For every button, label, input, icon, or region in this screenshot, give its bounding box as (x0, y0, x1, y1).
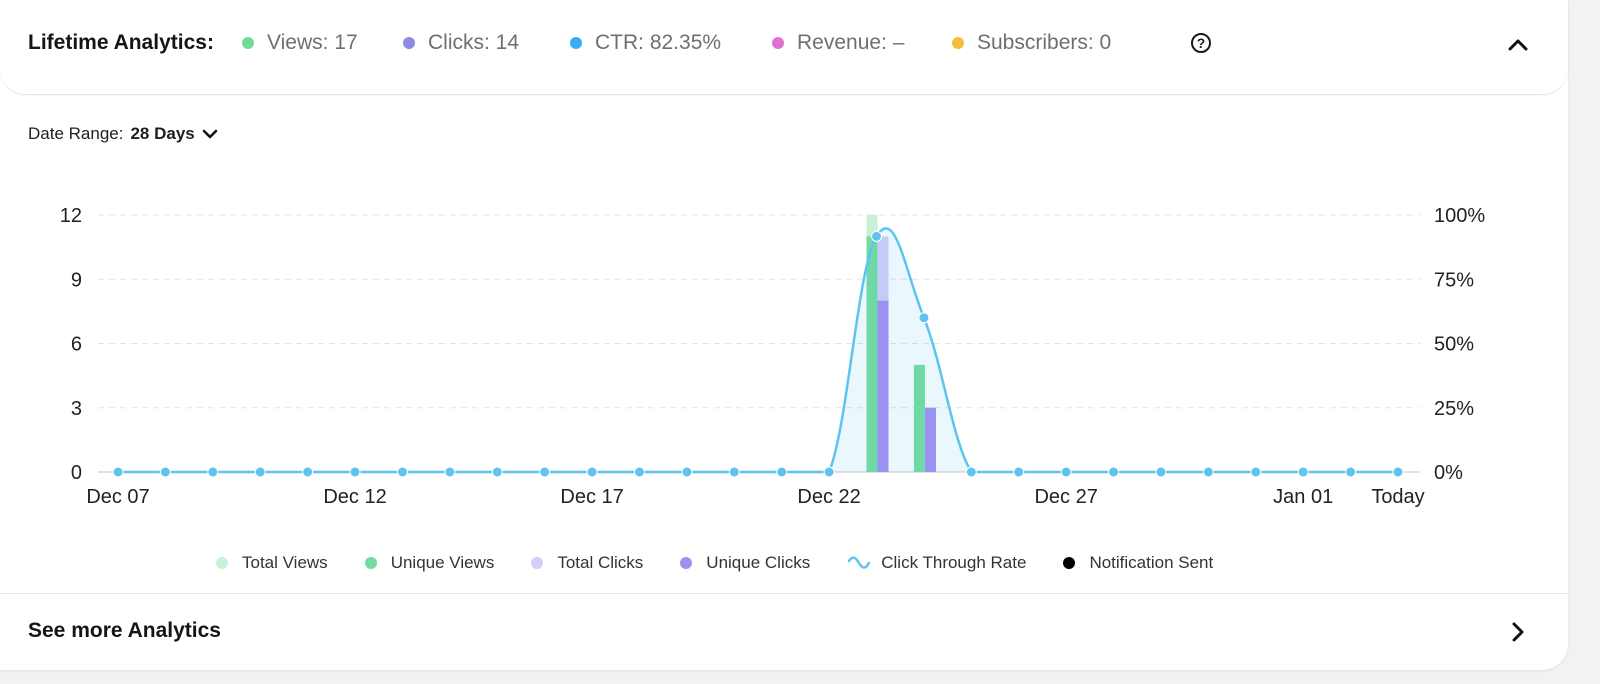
legend-unique-clicks-label: Unique Clicks (706, 553, 811, 572)
stat-ctr: CTR: 82.35% (570, 31, 721, 55)
ctr-point (1060, 466, 1072, 478)
legend-total-clicks-label: Total Clicks (557, 553, 644, 572)
ctr-point (1202, 466, 1214, 478)
x-tick-label: Today (1371, 486, 1424, 508)
legend-total-views[interactable]: Total Views (216, 553, 328, 573)
wave-icon (847, 556, 871, 569)
x-tick-label: Dec 07 (86, 486, 149, 508)
ctr-point (728, 466, 740, 478)
ctr-point (302, 466, 314, 478)
stat-subscribers-label: Subscribers: 0 (977, 31, 1112, 54)
stat-revenue: Revenue: – (772, 31, 904, 55)
legend-unique-clicks[interactable]: Unique Clicks (680, 553, 810, 573)
stat-subscribers: Subscribers: 0 (952, 31, 1111, 55)
date-range: Date Range: 28 Days (28, 124, 218, 144)
y-tick-label-left: 6 (71, 334, 82, 356)
ctr-point (776, 466, 788, 478)
bar-unique-views (913, 364, 925, 472)
date-range-value: 28 Days (130, 124, 195, 143)
stat-views-label: Views: 17 (267, 31, 358, 54)
ctr-point (396, 466, 408, 478)
ctr-point (681, 466, 693, 478)
x-tick-label: Dec 12 (323, 486, 386, 508)
lifetime-analytics-header: Lifetime Analytics: Views: 17 Clicks: 14… (0, 0, 1568, 95)
x-tick-label: Dec 27 (1034, 486, 1097, 508)
stat-revenue-label: Revenue: – (797, 31, 905, 54)
header-title: Lifetime Analytics: (28, 31, 214, 54)
ctr-point (539, 466, 551, 478)
chart-legend: Total Views Unique Views Total Clicks Un… (216, 553, 1250, 573)
y-tick-label-right: 100% (1434, 205, 1485, 227)
ctr-point (1108, 466, 1120, 478)
legend-total-views-label: Total Views (242, 553, 328, 572)
ctr-point (823, 466, 835, 478)
bar-unique-clicks (924, 407, 936, 472)
ctr-point (444, 466, 456, 478)
ctr-point (586, 466, 598, 478)
total-clicks-dot (531, 557, 544, 569)
date-range-dropdown[interactable]: 28 Days (130, 124, 218, 144)
legend-click-through-rate[interactable]: Click Through Rate (847, 553, 1026, 573)
views-dot (242, 37, 254, 49)
legend-click-through-rate-label: Click Through Rate (881, 553, 1027, 572)
x-tick-label: Dec 22 (797, 486, 860, 508)
bar-unique-views (866, 236, 878, 472)
y-tick-label-left: 12 (60, 205, 82, 227)
see-more-analytics-row[interactable]: See more Analytics (0, 593, 1568, 671)
stat-clicks: Clicks: 14 (403, 31, 519, 55)
ctr-dot (570, 37, 582, 49)
ctr-point (159, 466, 171, 478)
chevron-right-icon (1512, 622, 1524, 642)
total-views-dot (216, 557, 228, 569)
ctr-point (1297, 466, 1309, 478)
ctr-area (118, 228, 1398, 472)
chevron-down-icon (202, 129, 218, 139)
x-tick-label: Jan 01 (1273, 486, 1333, 508)
ctr-point (918, 312, 930, 324)
ctr-point (1250, 466, 1262, 478)
ctr-point (207, 466, 219, 478)
ctr-point (349, 466, 361, 478)
unique-clicks-dot (680, 557, 693, 569)
ctr-line (118, 227, 1398, 474)
y-tick-label-left: 9 (71, 269, 82, 291)
stat-ctr-label: CTR: 82.35% (595, 31, 722, 54)
ctr-point (871, 230, 883, 242)
ctr-point (633, 466, 645, 478)
analytics-chart: 0 3 6 9 12 0% 25% 50% 75% 100% Dec 07 Dec 12 Dec 17 D… (60, 205, 1486, 508)
y-tick-label-right: 0% (1434, 462, 1463, 484)
ctr-point (1155, 466, 1167, 478)
legend-unique-views[interactable]: Unique Views (364, 553, 495, 573)
ctr-point (1345, 466, 1357, 478)
see-more-analytics-label: See more Analytics (28, 619, 221, 642)
y-tick-label-left: 3 (71, 398, 82, 420)
chevron-up-icon[interactable] (1504, 30, 1532, 58)
ctr-point (1392, 466, 1404, 478)
x-tick-label: Dec 17 (560, 486, 623, 508)
stat-clicks-label: Clicks: 14 (428, 31, 520, 54)
ctr-point (965, 466, 977, 478)
y-tick-label-left: 0 (71, 462, 82, 484)
y-tick-label-right: 75% (1434, 269, 1474, 291)
subscribers-dot (952, 37, 964, 49)
clicks-dot (403, 37, 415, 49)
notification-sent-dot (1063, 557, 1076, 569)
ctr-point (112, 466, 124, 478)
legend-notification-sent[interactable]: Notification Sent (1063, 553, 1213, 573)
stat-views: Views: 17 (242, 31, 358, 55)
ctr-point (254, 466, 266, 478)
unique-views-dot (364, 557, 377, 569)
analytics-panel: Lifetime Analytics: Views: 17 Clicks: 14… (0, 0, 1568, 670)
legend-notification-sent-label: Notification Sent (1089, 553, 1214, 572)
legend-unique-views-label: Unique Views (390, 553, 495, 572)
ctr-point (491, 466, 503, 478)
bar-unique-clicks (877, 300, 889, 472)
legend-total-clicks[interactable]: Total Clicks (531, 553, 643, 573)
question-circle-icon[interactable]: ? (1191, 33, 1211, 53)
date-range-label: Date Range: (28, 124, 124, 143)
y-tick-label-right: 25% (1434, 398, 1474, 420)
ctr-point (1013, 466, 1025, 478)
revenue-dot (772, 37, 784, 49)
y-tick-label-right: 50% (1434, 334, 1474, 356)
